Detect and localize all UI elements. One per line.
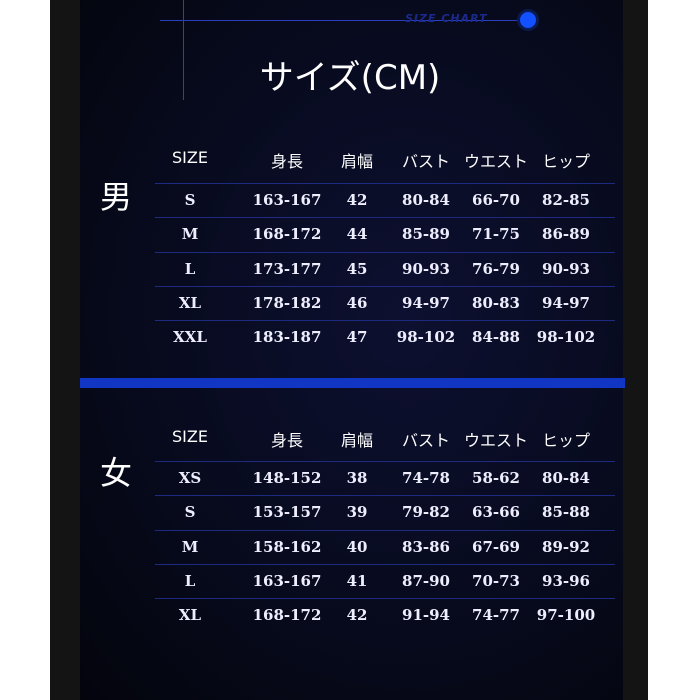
- men-table-cell: XXL: [173, 328, 207, 347]
- men-table-cell: 178-182: [252, 293, 322, 312]
- women-table-cell: 74-78: [402, 469, 450, 487]
- men-table-cell: 85-89: [402, 225, 450, 244]
- men-table-cell: S: [184, 191, 196, 209]
- women-table-cell: XS: [178, 469, 202, 487]
- section-divider: [80, 378, 625, 388]
- women-row-divider: [155, 495, 615, 497]
- men-table-cell: 71-75: [472, 225, 520, 244]
- women-table-cell: 87-90: [402, 571, 450, 590]
- men-table-cell: 94-97: [402, 293, 450, 312]
- men-table-cell: 46: [346, 293, 368, 312]
- women-label: 女: [100, 454, 133, 492]
- women-table-cell: 148-152: [252, 469, 322, 487]
- men-column-header: バスト: [401, 152, 451, 171]
- men-table-cell: 42: [346, 191, 368, 209]
- men-table-cell: 94-97: [542, 293, 590, 312]
- women-column-header: SIZE: [172, 427, 208, 446]
- men-table-cell: 168-172: [252, 225, 322, 244]
- men-table-cell: 84-88: [472, 328, 520, 347]
- women-table-cell: 41: [346, 571, 368, 590]
- women-table-cell: 93-96: [542, 571, 590, 590]
- women-table-cell: 83-86: [402, 537, 450, 556]
- women-table-cell: 89-92: [542, 537, 590, 556]
- women-table-cell: 158-162: [252, 537, 322, 556]
- women-table-cell: L: [184, 571, 196, 590]
- women-table-cell: M: [181, 537, 199, 556]
- women-table-cell: 153-157: [252, 503, 322, 522]
- women-table-cell: 39: [346, 503, 368, 522]
- women-table-cell: S: [184, 503, 196, 522]
- men-row-divider: [155, 285, 615, 287]
- women-column-header: 身長: [270, 431, 304, 450]
- men-table-cell: 98-102: [396, 328, 456, 347]
- men-table-cell: 163-167: [252, 191, 322, 209]
- women-table-cell: 63-66: [472, 503, 520, 522]
- men-table-cell: M: [181, 225, 199, 244]
- women-table-cell: 85-88: [542, 503, 590, 522]
- women-row-divider: [155, 598, 615, 600]
- men-column-header: 肩幅: [340, 152, 374, 171]
- women-table-cell: 67-69: [472, 537, 520, 556]
- decorative-horizontal-line: [160, 20, 522, 21]
- men-column-header: SIZE: [172, 148, 208, 167]
- men-table-cell: 45: [346, 259, 368, 278]
- women-table-cell: 74-77: [472, 606, 520, 625]
- women-row-divider: [155, 563, 615, 565]
- men-table-cell: 44: [346, 225, 368, 244]
- decorative-vertical-line: [183, 0, 184, 100]
- men-label: 男: [100, 178, 133, 216]
- men-row-divider: [155, 217, 615, 219]
- women-table-cell: 70-73: [472, 571, 520, 590]
- men-table-cell: 80-84: [402, 191, 450, 209]
- men-table-cell: 183-187: [252, 328, 322, 347]
- men-table-cell: L: [184, 259, 196, 278]
- women-table-cell: 91-94: [402, 606, 450, 625]
- men-table-cell: 90-93: [542, 259, 590, 278]
- women-column-header: ヒップ: [541, 431, 591, 450]
- men-table-cell: 173-177: [252, 259, 322, 278]
- men-row-divider: [155, 251, 615, 253]
- men-table-cell: 47: [346, 328, 368, 347]
- women-table-cell: 168-172: [252, 606, 322, 625]
- women-table-cell: XL: [178, 606, 202, 625]
- women-row-divider: [155, 529, 615, 531]
- women-table-cell: 40: [346, 537, 368, 556]
- women-row-divider: [155, 461, 615, 462]
- men-column-header: 身長: [270, 152, 304, 171]
- men-column-header: ヒップ: [541, 152, 591, 171]
- men-table-cell: 86-89: [542, 225, 590, 244]
- women-column-header: バスト: [401, 431, 451, 450]
- women-table-cell: 58-62: [472, 469, 520, 487]
- men-row-divider: [155, 320, 615, 322]
- men-table-cell: 66-70: [472, 191, 520, 209]
- men-table-cell: 90-93: [402, 259, 450, 278]
- page-title: サイズ(CM): [259, 58, 441, 98]
- women-table-cell: 38: [346, 469, 368, 487]
- men-table-cell: 80-83: [472, 293, 520, 312]
- women-column-header: ウエスト: [463, 431, 529, 450]
- men-table-cell: XL: [178, 293, 202, 312]
- men-table-cell: 98-102: [536, 328, 596, 347]
- men-column-header: ウエスト: [463, 152, 529, 171]
- women-table-cell: 79-82: [402, 503, 450, 522]
- women-table-cell: 97-100: [536, 606, 596, 625]
- women-column-header: 肩幅: [340, 431, 374, 450]
- men-table-cell: 76-79: [472, 259, 520, 278]
- glow-dot-icon: [520, 12, 536, 28]
- women-table-cell: 42: [346, 606, 368, 625]
- women-table-cell: 163-167: [252, 571, 322, 590]
- men-row-divider: [155, 183, 615, 184]
- size-chart-panel: [80, 0, 623, 700]
- size-chart-tag: SIZE CHART: [405, 12, 488, 25]
- men-table-cell: 82-85: [542, 191, 590, 209]
- women-table-cell: 80-84: [542, 469, 590, 487]
